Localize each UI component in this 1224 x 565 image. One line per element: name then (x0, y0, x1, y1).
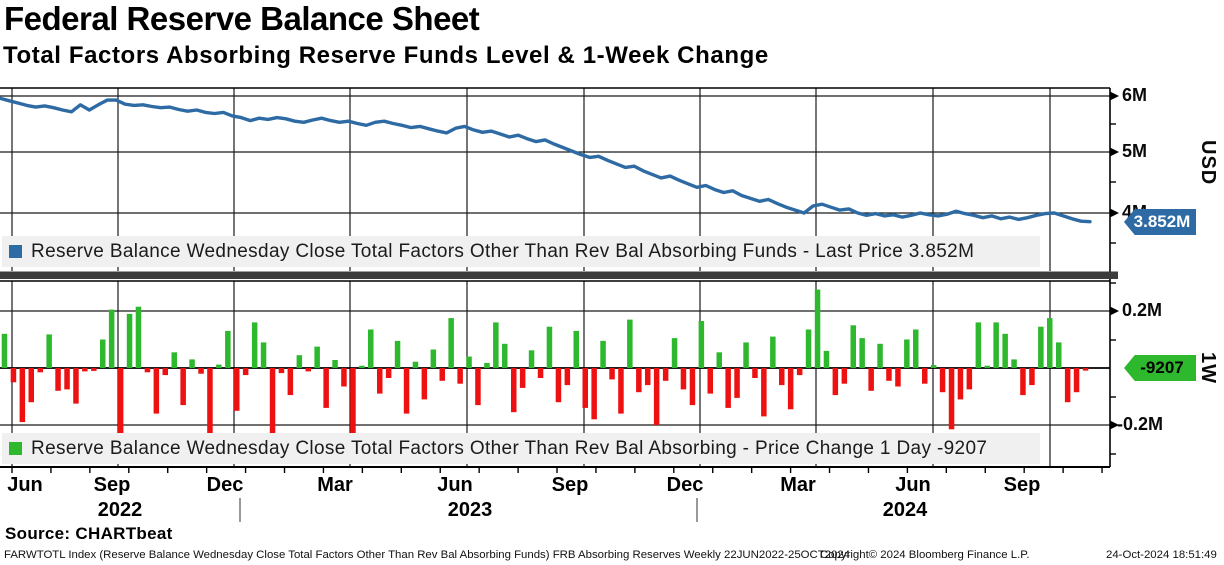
x-month-label: Jun (895, 474, 931, 496)
x-month-label: Jun (437, 474, 473, 496)
x-month-label: Jun (7, 474, 43, 496)
page-title: Federal Reserve Balance Sheet (4, 0, 480, 37)
x-month-label: Sep (93, 474, 131, 496)
x-month-label: Dec (206, 474, 244, 496)
y-axis-title-usd: USD (1197, 140, 1219, 186)
legend-level-label: Reserve Balance Wednesday Close Total Fa… (31, 240, 975, 262)
x-year-label: 2023 (447, 499, 493, 521)
footer-ticker-info: FARWTOTL Index (Reserve Balance Wednesda… (4, 549, 851, 561)
x-month-label: Sep (551, 474, 589, 496)
x-year-label: 2022 (97, 499, 143, 521)
x-month-label: Dec (666, 474, 704, 496)
y-axis-title-1w: 1W (1197, 352, 1219, 384)
legend-swatch-blue-icon (9, 245, 22, 258)
legend-swatch-green-icon (9, 442, 22, 455)
y-tick-label: 5M (1122, 141, 1148, 161)
legend-level: Reserve Balance Wednesday Close Total Fa… (2, 236, 1040, 267)
legend-change-label: Reserve Balance Wednesday Close Total Fa… (31, 437, 988, 459)
source-line: Source: CHARTbeat (5, 524, 173, 543)
x-month-label: Mar (780, 474, 816, 496)
y-tick-label: 0.2M (1122, 300, 1163, 320)
x-month-label: Sep (1003, 474, 1041, 496)
x-year-label: 2024 (882, 499, 928, 521)
footer-copyright: Copyright© 2024 Bloomberg Finance L.P. (820, 549, 1030, 561)
footer-datetime: 24-Oct-2024 18:51:49 (1106, 549, 1217, 561)
legend-change: Reserve Balance Wednesday Close Total Fa… (2, 433, 1040, 464)
y-tick-label: 6M (1122, 85, 1148, 105)
price-change-tag: -9207 (1124, 355, 1196, 381)
x-month-label: Mar (317, 474, 353, 496)
chart-subtitle: Total Factors Absorbing Reserve Funds Le… (3, 42, 769, 69)
y-tick-label: -0.2M (1117, 414, 1164, 434)
last-price-tag: 3.852M (1124, 209, 1196, 235)
